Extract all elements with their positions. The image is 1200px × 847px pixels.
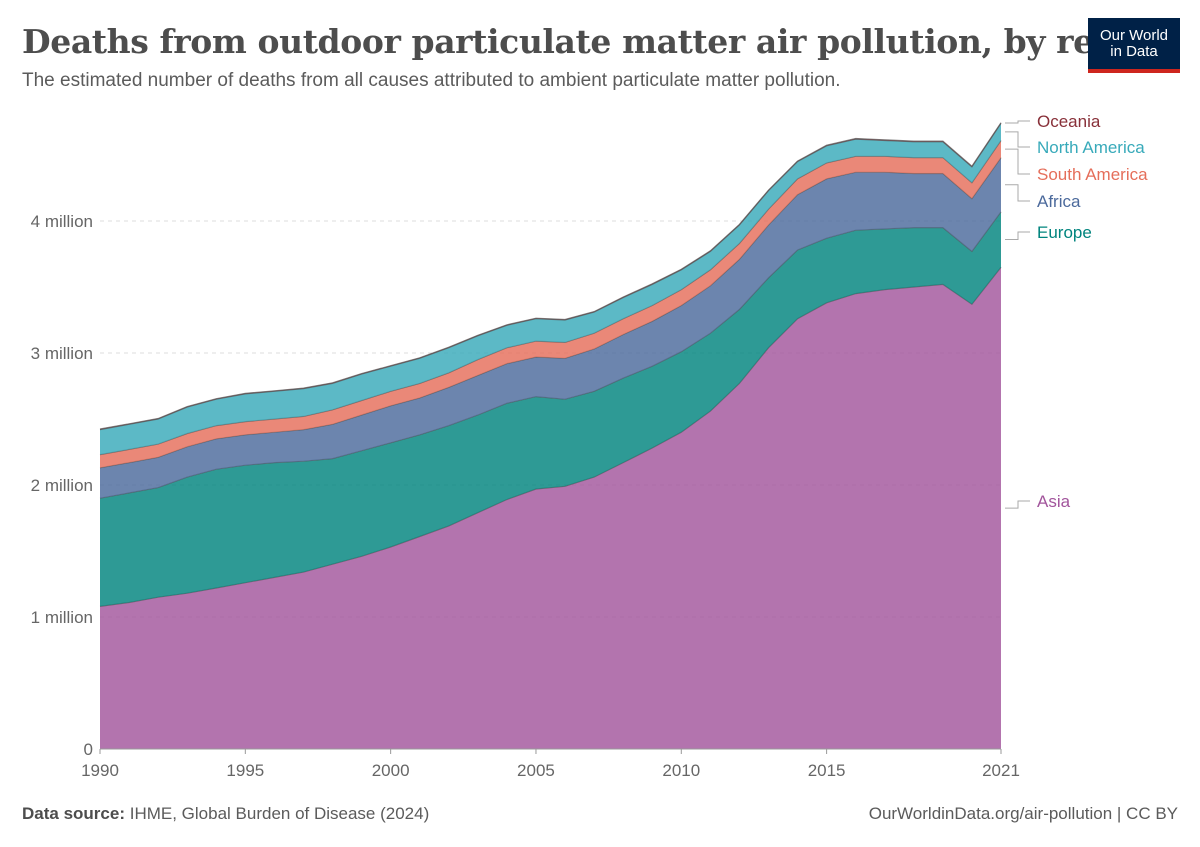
area-north-america[interactable] (100, 123, 1001, 455)
legend-connector (1005, 120, 1030, 124)
legend-europe[interactable]: Europe (1037, 223, 1092, 242)
area-asia[interactable] (100, 267, 1001, 749)
logo-line-1: Our World (1099, 26, 1169, 44)
x-tick-label: 2000 (372, 761, 410, 780)
legend-asia[interactable]: Asia (1037, 492, 1071, 511)
chart-subtitle: The estimated number of deaths from all … (22, 70, 841, 91)
y-tick-label: 0 (84, 740, 93, 759)
x-tick-label: 1995 (226, 761, 264, 780)
legend-oceania[interactable]: Oceania (1037, 112, 1101, 131)
x-tick-label: 2005 (517, 761, 555, 780)
y-tick-label: 4 million (31, 212, 93, 231)
area-outline-oceania (99, 122, 1002, 430)
source-label: Data source: (22, 804, 125, 823)
area-south-america[interactable] (100, 140, 1001, 468)
y-tick-label: 2 million (31, 476, 93, 495)
legend-africa[interactable]: Africa (1037, 192, 1081, 211)
area-europe[interactable] (100, 211, 1001, 607)
data-source: Data source: IHME, Global Burden of Dise… (22, 804, 429, 824)
x-tick-label: 1990 (81, 761, 119, 780)
x-tick-label: 2021 (982, 761, 1020, 780)
area-africa[interactable] (100, 157, 1001, 499)
source-text: IHME, Global Burden of Disease (2024) (129, 804, 430, 823)
source-link[interactable]: OurWorldinData.org/air-pollution | CC BY (868, 804, 1178, 823)
y-tick-label: 1 million (31, 608, 93, 627)
legend-connector (1005, 131, 1030, 148)
legend-connector (1005, 500, 1030, 509)
legend-connector (1005, 184, 1030, 202)
legend-connector (1005, 231, 1030, 240)
area-series (99, 122, 1002, 749)
legend-south-america[interactable]: South America (1037, 165, 1148, 184)
legend-north-america[interactable]: North America (1037, 138, 1145, 157)
chart-title: Deaths from outdoor particulate matter a… (22, 22, 1174, 61)
y-axis: 0 1 million 2 million 3 million 4 million (31, 212, 93, 759)
x-tick-label: 2010 (662, 761, 700, 780)
owid-logo[interactable]: Our World in Data (1088, 18, 1180, 73)
legend-connector (1005, 148, 1030, 175)
x-tick-label: 2015 (808, 761, 846, 780)
y-tick-label: 3 million (31, 344, 93, 363)
legend: Oceania North America South America Africa E… (1005, 112, 1148, 511)
logo-line-2: in Data (1110, 42, 1158, 60)
x-axis: 1990 1995 2000 2005 2010 2015 2021 (81, 748, 1020, 780)
